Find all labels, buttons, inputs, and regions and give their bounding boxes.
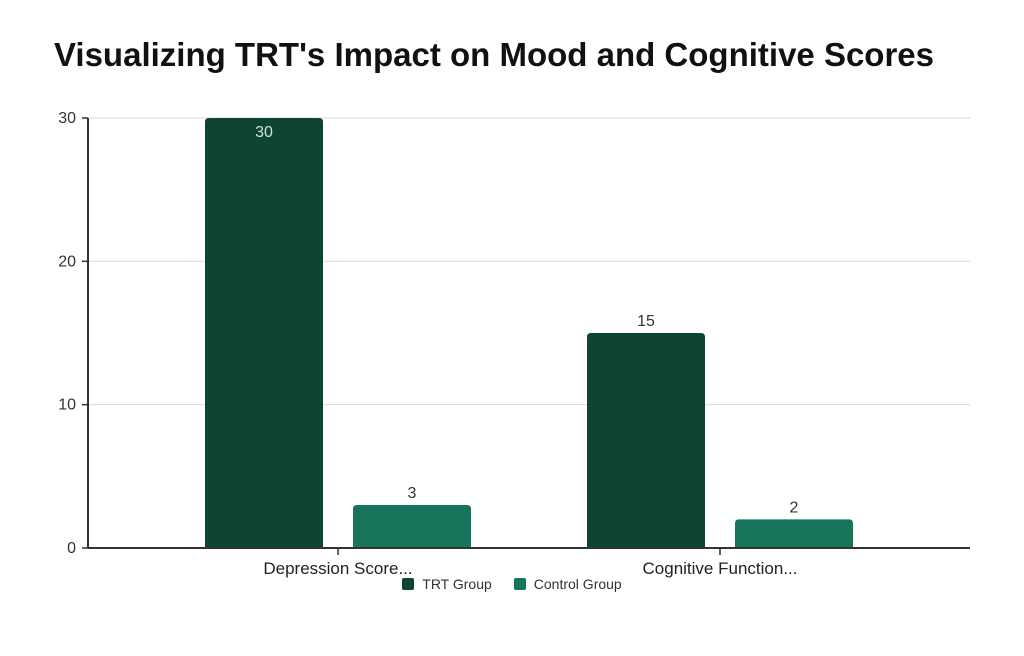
bars <box>205 118 853 548</box>
bar-trt-group <box>205 118 323 548</box>
y-tick-label: 30 <box>58 110 76 127</box>
y-tick-label: 10 <box>58 397 76 414</box>
x-tick-label: Depression Score... <box>263 559 412 578</box>
axes <box>82 117 970 555</box>
x-tick-label: Cognitive Function... <box>643 559 798 578</box>
data-label: 2 <box>790 499 799 516</box>
bar-trt-group <box>587 333 705 548</box>
labels: 0 10 20 30 30 3 Depression Score... 15 2 Cognitiv… <box>58 110 798 578</box>
legend: TRT Group Control Group <box>0 576 1024 592</box>
chart-title: Visualizing TRT's Impact on Mood and Cog… <box>54 36 935 73</box>
y-tick-label: 0 <box>67 540 76 557</box>
legend-label: TRT Group <box>422 576 492 592</box>
legend-item: Control Group <box>513 576 622 592</box>
legend-swatch <box>513 578 526 590</box>
data-label: 15 <box>637 313 655 330</box>
data-label: 30 <box>255 124 273 141</box>
legend-label: Control Group <box>533 576 622 592</box>
legend-item: TRT Group <box>402 576 492 592</box>
data-label: 3 <box>408 485 417 502</box>
legend-swatch <box>402 578 415 590</box>
bar-control-group <box>735 519 853 548</box>
y-tick-label: 20 <box>58 253 76 270</box>
bar-control-group <box>353 505 471 548</box>
